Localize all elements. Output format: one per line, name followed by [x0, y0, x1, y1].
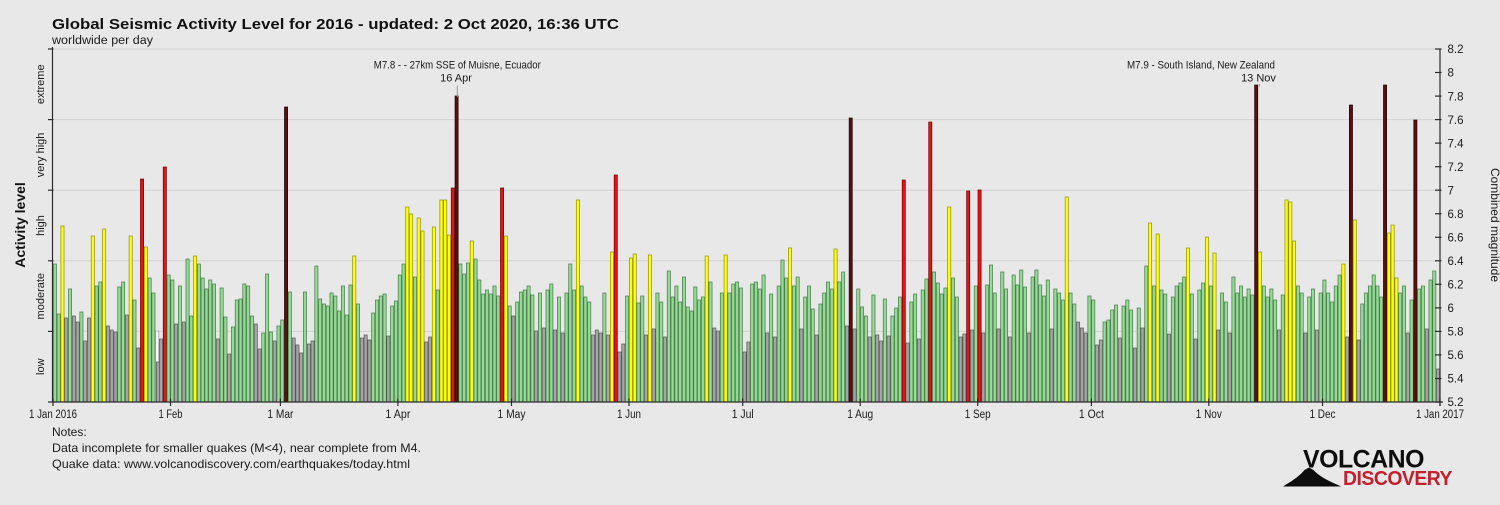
svg-text:8: 8: [1448, 68, 1454, 80]
svg-text:M7.9 - South Island, New Zeala: M7.9 - South Island, New Zealand: [1127, 59, 1275, 71]
svg-text:Combined magnitude: Combined magnitude: [1488, 168, 1500, 282]
svg-text:5.8: 5.8: [1448, 327, 1464, 339]
svg-text:Data incomplete for smaller qu: Data incomplete for smaller quakes (M<4)…: [52, 441, 421, 455]
svg-text:1 Sep: 1 Sep: [965, 409, 991, 421]
svg-text:Notes:: Notes:: [52, 425, 87, 439]
svg-text:1 Jan 2017: 1 Jan 2017: [1416, 409, 1464, 421]
svg-text:moderate: moderate: [35, 273, 47, 319]
svg-text:1 Nov: 1 Nov: [1196, 409, 1222, 421]
svg-text:DISCOVERY: DISCOVERY: [1343, 467, 1453, 490]
svg-text:very high: very high: [35, 133, 47, 178]
svg-text:extreme: extreme: [35, 64, 47, 104]
svg-text:Global Seismic Activity Level: Global Seismic Activity Level for 2016 -…: [52, 17, 619, 33]
svg-text:7.2: 7.2: [1448, 162, 1464, 174]
svg-text:high: high: [35, 215, 47, 236]
svg-text:5.6: 5.6: [1448, 350, 1464, 362]
svg-text:5.4: 5.4: [1448, 374, 1465, 386]
svg-text:5.2: 5.2: [1448, 397, 1464, 409]
svg-text:7: 7: [1448, 185, 1454, 197]
svg-text:1 Jun: 1 Jun: [617, 409, 641, 421]
svg-text:1 Apr: 1 Apr: [385, 409, 410, 421]
svg-text:1 Mar: 1 Mar: [267, 409, 293, 421]
svg-text:13 Nov: 13 Nov: [1241, 72, 1276, 84]
svg-text:1 Aug: 1 Aug: [847, 409, 873, 421]
svg-text:7.6: 7.6: [1448, 115, 1464, 127]
svg-text:6.8: 6.8: [1448, 209, 1464, 221]
svg-text:7.8: 7.8: [1448, 91, 1464, 103]
svg-text:6: 6: [1448, 303, 1454, 315]
svg-text:7.4: 7.4: [1448, 138, 1465, 150]
svg-text:1 May: 1 May: [498, 409, 526, 421]
svg-text:1 Oct: 1 Oct: [1079, 409, 1105, 421]
svg-text:6.4: 6.4: [1448, 256, 1465, 268]
svg-text:1 Jul: 1 Jul: [732, 409, 754, 421]
svg-text:8.2: 8.2: [1448, 44, 1464, 56]
svg-text:Activity level: Activity level: [12, 182, 28, 268]
svg-text:1 Jan 2016: 1 Jan 2016: [29, 409, 77, 421]
svg-text:VOLCANO: VOLCANO: [1303, 446, 1424, 474]
svg-text:low: low: [35, 358, 47, 375]
svg-text:worldwide per day: worldwide per day: [51, 35, 153, 47]
svg-text:Quake data: www.volcanodiscove: Quake data: www.volcanodiscovery.com/ear…: [52, 457, 410, 471]
svg-text:6.6: 6.6: [1448, 233, 1464, 245]
svg-text:1 Dec: 1 Dec: [1310, 409, 1336, 421]
svg-text:6.2: 6.2: [1448, 280, 1464, 292]
svg-text:16 Apr: 16 Apr: [440, 72, 472, 84]
svg-text:1 Feb: 1 Feb: [159, 409, 183, 421]
svg-text:M7.8 - - 27km SSE of Muisne, E: M7.8 - - 27km SSE of Muisne, Ecuador: [374, 59, 541, 71]
